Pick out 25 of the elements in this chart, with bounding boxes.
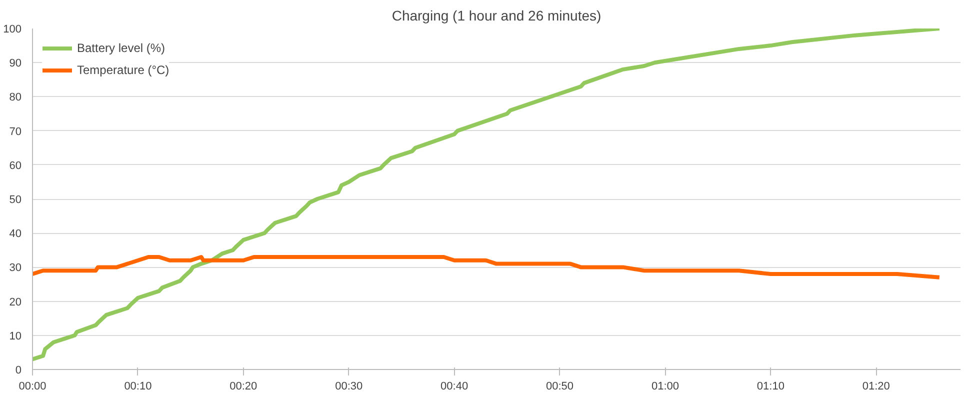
y-tick-label: 70 (9, 126, 22, 138)
line-series (32, 254, 942, 280)
y-tick-label: 30 (9, 262, 22, 274)
legend-label: Temperature (°C) (77, 63, 170, 77)
x-tick-label: 00:10 (124, 380, 152, 392)
x-tick-label: 00:30 (335, 380, 363, 392)
y-tick-label: 20 (9, 296, 22, 308)
y-tick-label: 80 (9, 92, 22, 104)
x-tick-label: 01:00 (651, 380, 679, 392)
y-tick-label: 100 (3, 24, 22, 36)
x-tick-label: 00:00 (18, 380, 46, 392)
x-tick-label: 01:10 (756, 380, 784, 392)
y-tick-label: 40 (9, 228, 22, 240)
y-tick-label: 50 (9, 194, 22, 206)
x-tick-label: 00:20 (230, 380, 258, 392)
line-series (32, 28, 942, 362)
y-tick-label: 60 (9, 160, 22, 172)
y-tick-label: 0 (15, 364, 22, 376)
y-tick-label: 90 (9, 58, 22, 70)
legend-label: Battery level (%) (77, 41, 166, 55)
chart-title: Charging (1 hour and 26 minutes) (392, 8, 602, 24)
x-tick-label: 01:20 (862, 380, 890, 392)
y-tick-label: 10 (9, 330, 22, 342)
x-tick-label: 00:40 (440, 380, 468, 392)
x-tick-label: 00:50 (546, 380, 574, 392)
